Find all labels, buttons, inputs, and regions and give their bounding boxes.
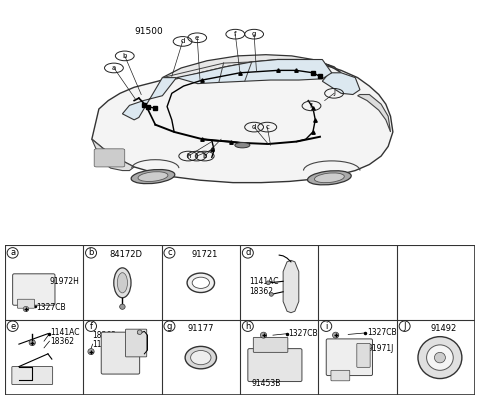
- Polygon shape: [162, 55, 341, 79]
- Ellipse shape: [314, 173, 344, 183]
- Ellipse shape: [235, 142, 250, 148]
- Text: 91492: 91492: [431, 324, 457, 333]
- Ellipse shape: [138, 172, 168, 182]
- Text: 18362: 18362: [93, 332, 117, 340]
- Polygon shape: [122, 78, 177, 120]
- Text: c: c: [265, 124, 269, 130]
- Ellipse shape: [131, 170, 175, 184]
- FancyBboxPatch shape: [12, 274, 55, 305]
- Text: 1141AC: 1141AC: [250, 277, 279, 286]
- Text: 91971J: 91971J: [367, 344, 394, 353]
- Polygon shape: [177, 59, 332, 84]
- Text: 1327CB: 1327CB: [367, 328, 396, 338]
- Text: h: h: [245, 322, 251, 331]
- FancyBboxPatch shape: [253, 338, 288, 352]
- Text: g: g: [167, 322, 172, 331]
- Text: a: a: [112, 65, 116, 71]
- Text: J: J: [403, 322, 406, 331]
- Text: a: a: [10, 248, 15, 257]
- Text: 91500: 91500: [134, 27, 163, 36]
- Text: 91972H: 91972H: [49, 277, 79, 286]
- FancyBboxPatch shape: [12, 367, 53, 385]
- Text: b: b: [122, 53, 127, 59]
- Text: 1141AC: 1141AC: [93, 340, 122, 349]
- Text: 1327CB: 1327CB: [36, 303, 66, 312]
- Text: 84172D: 84172D: [110, 250, 143, 259]
- Ellipse shape: [308, 171, 351, 185]
- Circle shape: [266, 281, 270, 284]
- Text: f: f: [310, 103, 313, 109]
- Text: d: d: [180, 38, 185, 44]
- Circle shape: [88, 349, 94, 355]
- FancyBboxPatch shape: [248, 349, 302, 381]
- Text: i: i: [196, 153, 198, 159]
- Text: 91721: 91721: [192, 250, 218, 259]
- Text: e: e: [10, 322, 15, 331]
- Circle shape: [427, 345, 453, 370]
- Polygon shape: [92, 58, 393, 183]
- FancyBboxPatch shape: [326, 339, 372, 375]
- Circle shape: [29, 340, 36, 346]
- Polygon shape: [283, 261, 299, 313]
- Ellipse shape: [192, 277, 209, 288]
- Text: f: f: [90, 322, 93, 331]
- Polygon shape: [358, 95, 391, 132]
- Ellipse shape: [185, 346, 216, 369]
- Text: f: f: [234, 31, 237, 37]
- FancyBboxPatch shape: [126, 329, 147, 357]
- Text: d: d: [252, 124, 256, 130]
- Polygon shape: [323, 73, 360, 95]
- Ellipse shape: [187, 273, 215, 292]
- Text: J: J: [333, 90, 335, 96]
- Circle shape: [434, 352, 445, 363]
- Circle shape: [418, 337, 462, 379]
- FancyBboxPatch shape: [331, 370, 350, 381]
- Circle shape: [260, 332, 267, 338]
- Circle shape: [137, 330, 142, 334]
- Text: 1327CB: 1327CB: [288, 329, 318, 338]
- FancyBboxPatch shape: [357, 344, 370, 367]
- Text: d: d: [245, 248, 251, 257]
- FancyBboxPatch shape: [17, 299, 35, 308]
- Ellipse shape: [114, 268, 131, 298]
- Circle shape: [23, 306, 29, 312]
- Text: 18362: 18362: [50, 337, 74, 346]
- Circle shape: [333, 332, 339, 338]
- Text: 1141AC: 1141AC: [50, 328, 80, 338]
- Text: b: b: [203, 153, 207, 159]
- Text: 91177: 91177: [188, 324, 214, 333]
- Text: c: c: [167, 248, 172, 257]
- Circle shape: [120, 304, 125, 309]
- Text: b: b: [88, 248, 94, 257]
- FancyBboxPatch shape: [94, 149, 125, 167]
- Polygon shape: [92, 139, 134, 170]
- Ellipse shape: [117, 273, 128, 293]
- Text: e: e: [195, 35, 199, 41]
- Text: 18362: 18362: [250, 287, 274, 296]
- Ellipse shape: [191, 350, 211, 365]
- FancyBboxPatch shape: [101, 332, 140, 374]
- Text: i: i: [325, 322, 327, 331]
- Text: g: g: [252, 31, 256, 37]
- Text: h: h: [186, 153, 191, 159]
- Circle shape: [269, 292, 273, 296]
- Text: 91453B: 91453B: [252, 379, 281, 388]
